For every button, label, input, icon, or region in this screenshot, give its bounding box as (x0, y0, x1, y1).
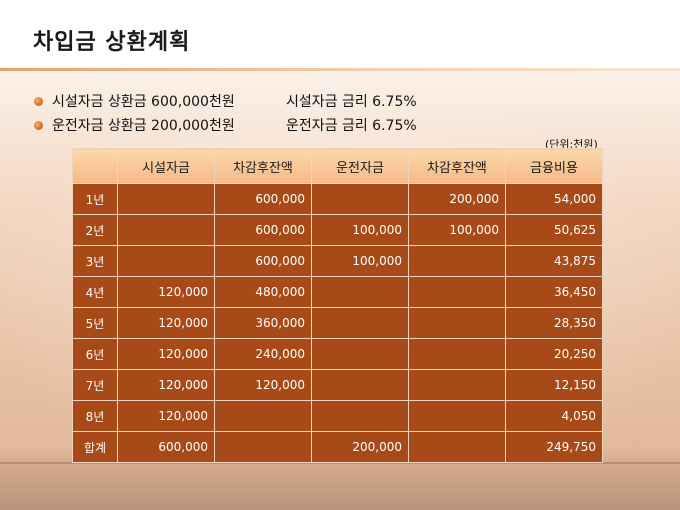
table-row: 6년 120,000 240,000 20,250 (72, 338, 603, 370)
table-row: 7년 120,000 120,000 12,150 (72, 369, 603, 401)
table-row: 4년 120,000 480,000 36,450 (72, 276, 603, 308)
table-cell: 50,625 (505, 214, 603, 246)
table-cell (117, 183, 215, 215)
table-cell: 249,750 (505, 431, 603, 463)
table-cell (408, 369, 506, 401)
row-label-cell: 합계 (72, 431, 118, 463)
table-cell (408, 276, 506, 308)
table-cell (311, 369, 409, 401)
row-label-cell: 7년 (72, 369, 118, 401)
table-cell (408, 338, 506, 370)
table-cell (311, 183, 409, 215)
row-label-cell: 6년 (72, 338, 118, 370)
table-header-row: 시설자금 차감후잔액 운전자금 차감후잔액 금융비용 (72, 148, 603, 184)
header-cell: 차감후잔액 (214, 148, 312, 184)
table-cell: 600,000 (214, 183, 312, 215)
table-row: 3년 600,000 100,000 43,875 (72, 245, 603, 277)
title-divider (0, 68, 680, 71)
unit-note: (단위:천원) (545, 138, 598, 151)
header-cell: 차감후잔액 (408, 148, 506, 184)
bullet-left-text: 운전자금 상환금 200,000천원 (52, 118, 235, 134)
table-cell: 54,000 (505, 183, 603, 215)
horizon-line (0, 462, 680, 464)
repayment-table: 시설자금 차감후잔액 운전자금 차감후잔액 금융비용 1년 600,000 200,… (72, 148, 603, 463)
bullet-icon (34, 120, 43, 130)
table-cell (311, 338, 409, 370)
table-row: 합계 600,000 200,000 249,750 (72, 431, 603, 463)
header-cell: 시설자금 (117, 148, 215, 184)
table-cell: 600,000 (214, 214, 312, 246)
table-cell (408, 245, 506, 277)
table-cell: 100,000 (408, 214, 506, 246)
table-cell: 200,000 (311, 431, 409, 463)
title-bar (0, 0, 680, 68)
bullet-item: 시설자금 상환금 600,000천원 시설자금 금리 6.75% (34, 89, 417, 113)
table-cell: 12,150 (505, 369, 603, 401)
table-cell: 43,875 (505, 245, 603, 277)
table-row: 8년 120,000 4,050 (72, 400, 603, 432)
table-cell (408, 431, 506, 463)
bullet-item: 운전자금 상환금 200,000천원 운전자금 금리 6.75% (34, 113, 417, 137)
row-label-cell: 2년 (72, 214, 118, 246)
table-cell (117, 214, 215, 246)
table-cell: 600,000 (117, 431, 215, 463)
bullet-list: 시설자금 상환금 600,000천원 시설자금 금리 6.75% 운전자금 상환… (34, 89, 417, 137)
table-cell: 120,000 (117, 400, 215, 432)
table-cell: 120,000 (117, 369, 215, 401)
table-cell: 360,000 (214, 307, 312, 339)
table-cell: 240,000 (214, 338, 312, 370)
row-label-cell: 4년 (72, 276, 118, 308)
table-cell (311, 307, 409, 339)
row-label-cell: 3년 (72, 245, 118, 277)
table-cell: 100,000 (311, 245, 409, 277)
bullet-left-text: 시설자금 상환금 600,000천원 (52, 94, 235, 110)
table-row: 1년 600,000 200,000 54,000 (72, 183, 603, 215)
bullet-right-text: 시설자금 금리 6.75% (286, 94, 417, 110)
row-label-cell: 5년 (72, 307, 118, 339)
header-cell: 운전자금 (311, 148, 409, 184)
table-cell: 120,000 (117, 276, 215, 308)
table-cell: 4,050 (505, 400, 603, 432)
table-row: 2년 600,000 100,000 100,000 50,625 (72, 214, 603, 246)
table-cell: 120,000 (117, 307, 215, 339)
table-cell (214, 400, 312, 432)
bullet-icon (34, 96, 43, 106)
table-cell (311, 400, 409, 432)
table-cell (408, 307, 506, 339)
header-cell (72, 148, 118, 184)
table-cell: 120,000 (117, 338, 215, 370)
table-cell (214, 431, 312, 463)
table-cell: 100,000 (311, 214, 409, 246)
bullet-right-text: 운전자금 금리 6.75% (286, 118, 417, 134)
row-label-cell: 1년 (72, 183, 118, 215)
table-cell: 600,000 (214, 245, 312, 277)
table-cell: 480,000 (214, 276, 312, 308)
table-cell: 28,350 (505, 307, 603, 339)
row-label-cell: 8년 (72, 400, 118, 432)
table-cell: 20,250 (505, 338, 603, 370)
table-cell: 200,000 (408, 183, 506, 215)
table-cell (117, 245, 215, 277)
table-cell (408, 400, 506, 432)
table-row: 5년 120,000 360,000 28,350 (72, 307, 603, 339)
table-cell (311, 276, 409, 308)
header-cell: 금융비용 (505, 148, 603, 184)
page-title: 차입금 상환계획 (33, 30, 191, 55)
table-cell: 120,000 (214, 369, 312, 401)
table-cell: 36,450 (505, 276, 603, 308)
